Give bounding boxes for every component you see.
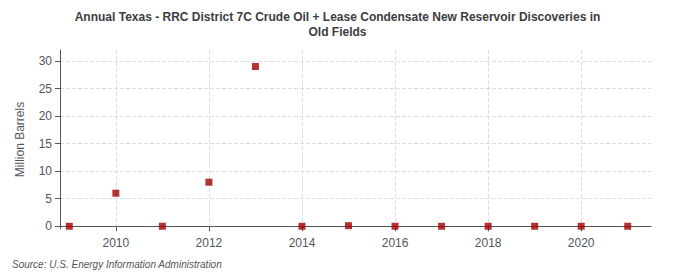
svg-text:20: 20 — [39, 109, 53, 123]
svg-text:30: 30 — [39, 54, 53, 68]
svg-text:2012: 2012 — [196, 236, 223, 250]
svg-text:2020: 2020 — [568, 236, 595, 250]
svg-text:5: 5 — [45, 192, 52, 206]
svg-text:2018: 2018 — [475, 236, 502, 250]
svg-text:2010: 2010 — [102, 236, 129, 250]
svg-text:15: 15 — [39, 137, 53, 151]
svg-text:Source: U.S. Energy Informatio: Source: U.S. Energy Information Administ… — [12, 259, 222, 270]
svg-text:2014: 2014 — [289, 236, 316, 250]
svg-text:25: 25 — [39, 82, 53, 96]
svg-text:0: 0 — [45, 219, 52, 233]
svg-text:10: 10 — [39, 164, 53, 178]
svg-text:Old Fields: Old Fields — [308, 25, 366, 39]
svg-text:Million Barrels: Million Barrels — [13, 102, 27, 177]
svg-text:2016: 2016 — [382, 236, 409, 250]
svg-text:Annual Texas - RRC District 7C: Annual Texas - RRC District 7C Crude Oil… — [75, 10, 601, 24]
